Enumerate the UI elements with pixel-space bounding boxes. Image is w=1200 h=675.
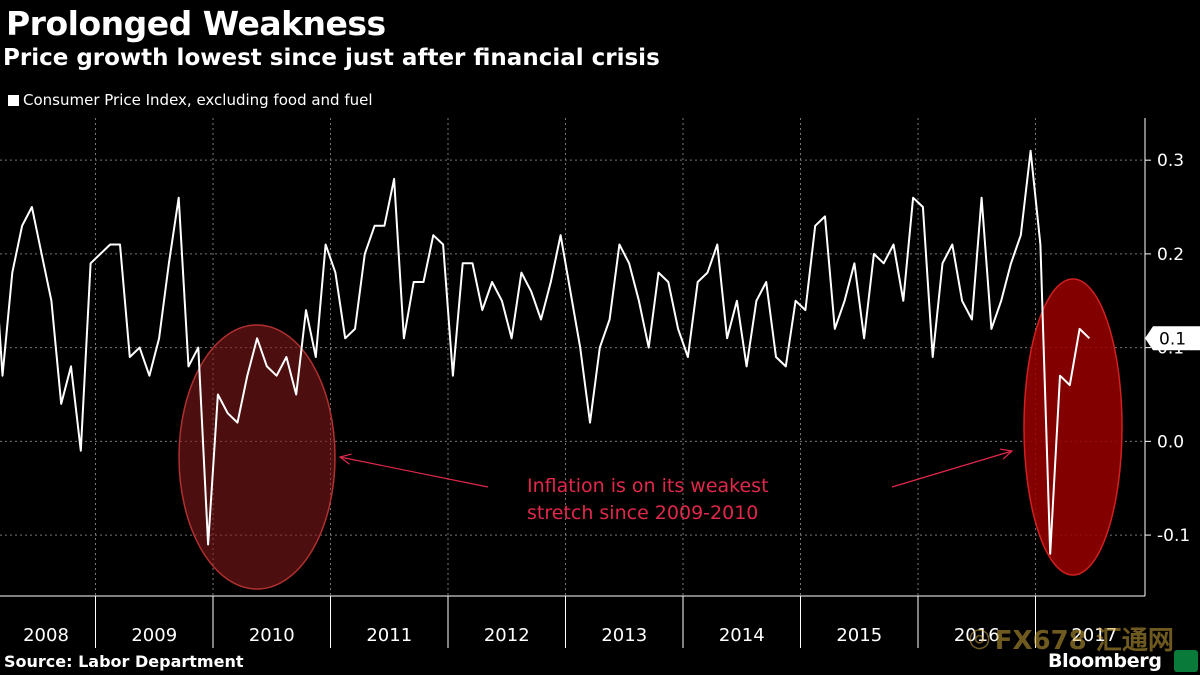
x-tick-label: 2014 xyxy=(719,625,765,646)
annotation-line-1: Inflation is on its weakest xyxy=(527,475,769,497)
last-value-tag xyxy=(1145,326,1200,351)
annotation: Inflation is on its weakest stretch since… xyxy=(338,448,1014,524)
annotation-arrow-right-head xyxy=(1000,448,1014,460)
y-tick-label: 0.0 xyxy=(1157,432,1184,452)
x-tick-label: 2008 xyxy=(23,625,69,646)
y-tick-label: -0.1 xyxy=(1157,526,1190,546)
series-line xyxy=(0,149,1091,555)
watermark-logo-icon: ◎ xyxy=(968,623,991,653)
x-tick-label: 2009 xyxy=(131,625,177,646)
legend: Consumer Price Index, excluding food and… xyxy=(8,91,373,109)
source-note: Source: Labor Department xyxy=(4,652,244,671)
annotation-arrow-left-head xyxy=(338,453,352,465)
x-tick-label: 2010 xyxy=(249,625,295,646)
legend-label: Consumer Price Index, excluding food and… xyxy=(23,91,373,109)
highlight-ellipses xyxy=(178,278,1123,590)
annotation-line-2: stretch since 2009-2010 xyxy=(527,502,758,524)
x-tick-label: 2017 xyxy=(1071,625,1117,646)
x-tick-label: 2011 xyxy=(366,625,412,646)
x-tick-label: 2012 xyxy=(484,625,530,646)
highlight-ellipse-2017 xyxy=(1023,278,1123,576)
x-tick-label: 2015 xyxy=(836,625,882,646)
legend-swatch xyxy=(8,94,19,106)
axes: 0.3 0.2 0.1 0.0 -0.1 2008 2009 2010 2011 2012 2013… xyxy=(0,118,1200,648)
series-line-group xyxy=(0,149,1091,555)
chart-title: Prolonged Weakness xyxy=(6,4,386,43)
annotation-arrow-right xyxy=(891,450,1013,488)
annotation-arrow-left xyxy=(339,456,489,488)
brand-logo: Bloomberg xyxy=(1048,650,1162,672)
watermark: ◎ FX678 汇通网 xyxy=(968,618,1190,658)
x-tick-label: 2013 xyxy=(601,625,647,646)
watermark-text: FX678 汇通网 xyxy=(994,625,1174,656)
brand-badge-icon xyxy=(1174,650,1198,672)
grid xyxy=(0,118,1145,596)
y-tick-label: 0.2 xyxy=(1157,245,1184,265)
y-tick-label: 0.3 xyxy=(1157,151,1184,171)
last-value-label: 0.1 xyxy=(1159,329,1186,349)
chart-subtitle: Price growth lowest since just after fin… xyxy=(3,45,660,71)
highlight-ellipse-2010 xyxy=(178,324,336,590)
x-tick-label: 2016 xyxy=(954,625,1000,646)
